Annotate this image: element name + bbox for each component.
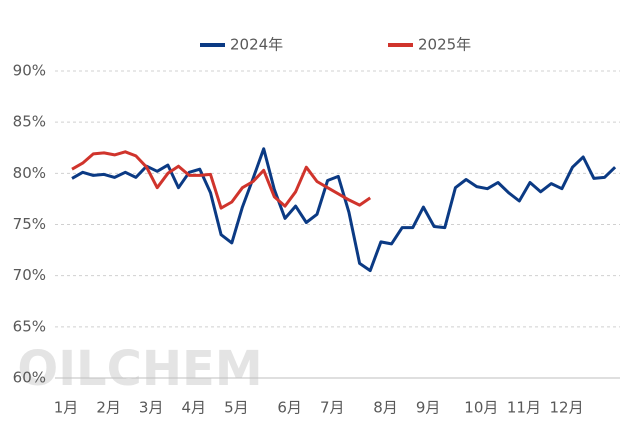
x-tick-label: 4月	[182, 399, 207, 417]
y-tick-label: 65%	[13, 317, 46, 335]
x-tick-label: 8月	[373, 399, 398, 417]
y-tick-label: 80%	[13, 164, 46, 182]
x-tick-label: 9月	[416, 399, 441, 417]
y-tick-label: 85%	[13, 113, 46, 131]
x-tick-label: 6月	[277, 399, 302, 417]
legend-label: 2025年	[418, 36, 471, 54]
y-tick-label: 70%	[13, 266, 46, 284]
y-tick-label: 60%	[13, 369, 46, 387]
watermark: OILCHEM	[17, 341, 262, 397]
y-tick-label: 75%	[13, 215, 46, 233]
legend-label: 2024年	[230, 36, 283, 54]
x-tick-label: 7月	[320, 399, 345, 417]
x-tick-label: 2月	[96, 399, 121, 417]
x-tick-label: 10月	[464, 399, 498, 417]
series-line	[71, 147, 617, 273]
x-tick-label: 1月	[54, 399, 79, 417]
x-tick-label: 12月	[550, 399, 584, 417]
series-line	[71, 150, 372, 210]
y-tick-label: 90%	[13, 62, 46, 80]
x-tick-label: 5月	[224, 399, 249, 417]
x-tick-label: 3月	[139, 399, 164, 417]
x-tick-label: 11月	[507, 399, 541, 417]
